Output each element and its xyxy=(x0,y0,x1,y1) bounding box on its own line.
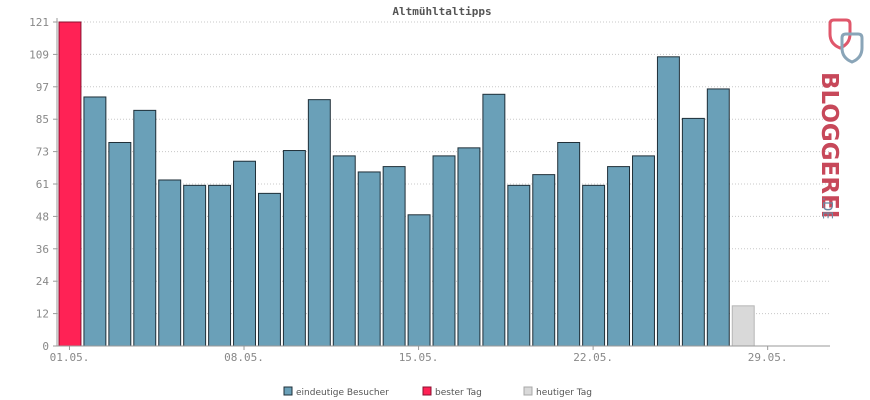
bar-best-day xyxy=(58,21,82,347)
bar-visitors xyxy=(656,56,680,347)
legend-label: heutiger Tag xyxy=(536,388,592,398)
legend-label: eindeutige Besucher xyxy=(296,388,389,398)
y-tick-label: 12 xyxy=(36,308,49,321)
x-tick-label: 29.05. xyxy=(748,351,788,364)
legend: eindeutige Besucher bester Tag heutiger Ta… xyxy=(283,386,592,398)
brand-name: BLOGGEREI xyxy=(816,72,842,218)
y-tick-label: 36 xyxy=(36,243,49,256)
legend-swatch xyxy=(422,386,432,396)
x-tick-label: 01.05. xyxy=(50,351,90,364)
bar-visitors xyxy=(357,171,381,347)
bar-visitors xyxy=(582,184,606,347)
bar-visitors xyxy=(332,155,356,347)
bar-visitors xyxy=(507,184,531,347)
legend-swatch xyxy=(523,386,533,396)
bar-visitors xyxy=(532,174,556,347)
y-tick-label: 48 xyxy=(36,210,49,223)
bar-visitors xyxy=(158,179,182,347)
bar-visitors xyxy=(706,88,730,347)
legend-label: bester Tag xyxy=(435,388,482,398)
y-tick-label: 61 xyxy=(36,178,49,191)
bar-visitors xyxy=(108,141,132,347)
bar-visitors xyxy=(457,147,481,347)
bar-visitors xyxy=(257,192,281,347)
x-tick-label: 15.05. xyxy=(399,351,439,364)
bar-visitors xyxy=(233,160,256,347)
bar-visitors xyxy=(482,93,506,347)
x-tick-label: 08.05. xyxy=(224,351,264,364)
bar-visitors xyxy=(432,155,456,347)
bar-visitors xyxy=(407,214,431,347)
brand-tld: .DE xyxy=(819,197,834,219)
bar-visitors xyxy=(282,150,306,347)
chart-title: Altmühltaltipps xyxy=(392,5,491,18)
y-tick-label: 97 xyxy=(36,81,49,94)
bloggerei-logo: BLOGGEREI .DE xyxy=(816,18,864,219)
bar-visitors xyxy=(607,166,631,347)
bar-visitors xyxy=(681,117,705,347)
y-tick-label: 85 xyxy=(36,113,49,126)
bar-visitors xyxy=(208,184,232,347)
bar-visitors xyxy=(183,184,207,347)
bar-visitors xyxy=(632,155,655,347)
y-tick-label: 0 xyxy=(42,340,49,353)
y-tick-label: 24 xyxy=(36,275,50,288)
bar-visitors xyxy=(307,99,331,347)
bar-visitors xyxy=(382,166,406,347)
bars xyxy=(58,21,755,347)
y-axis-ticks: 0 12 24 36 48 61 73 85 97 109 121 xyxy=(29,16,58,353)
x-tick-label: 22.05. xyxy=(573,351,613,364)
y-tick-label: 121 xyxy=(29,16,49,29)
bar-visitors xyxy=(133,109,157,347)
y-tick-label: 109 xyxy=(29,48,49,61)
bar-visitors xyxy=(83,96,107,347)
bloggerei-logo-icon xyxy=(828,18,864,64)
legend-swatch xyxy=(283,386,293,396)
bar-today xyxy=(731,305,755,347)
y-tick-label: 73 xyxy=(36,146,49,159)
bar-visitors xyxy=(557,141,581,347)
x-axis: 01.05. 08.05. 15.05. 22.05. 29.05. xyxy=(50,345,830,364)
